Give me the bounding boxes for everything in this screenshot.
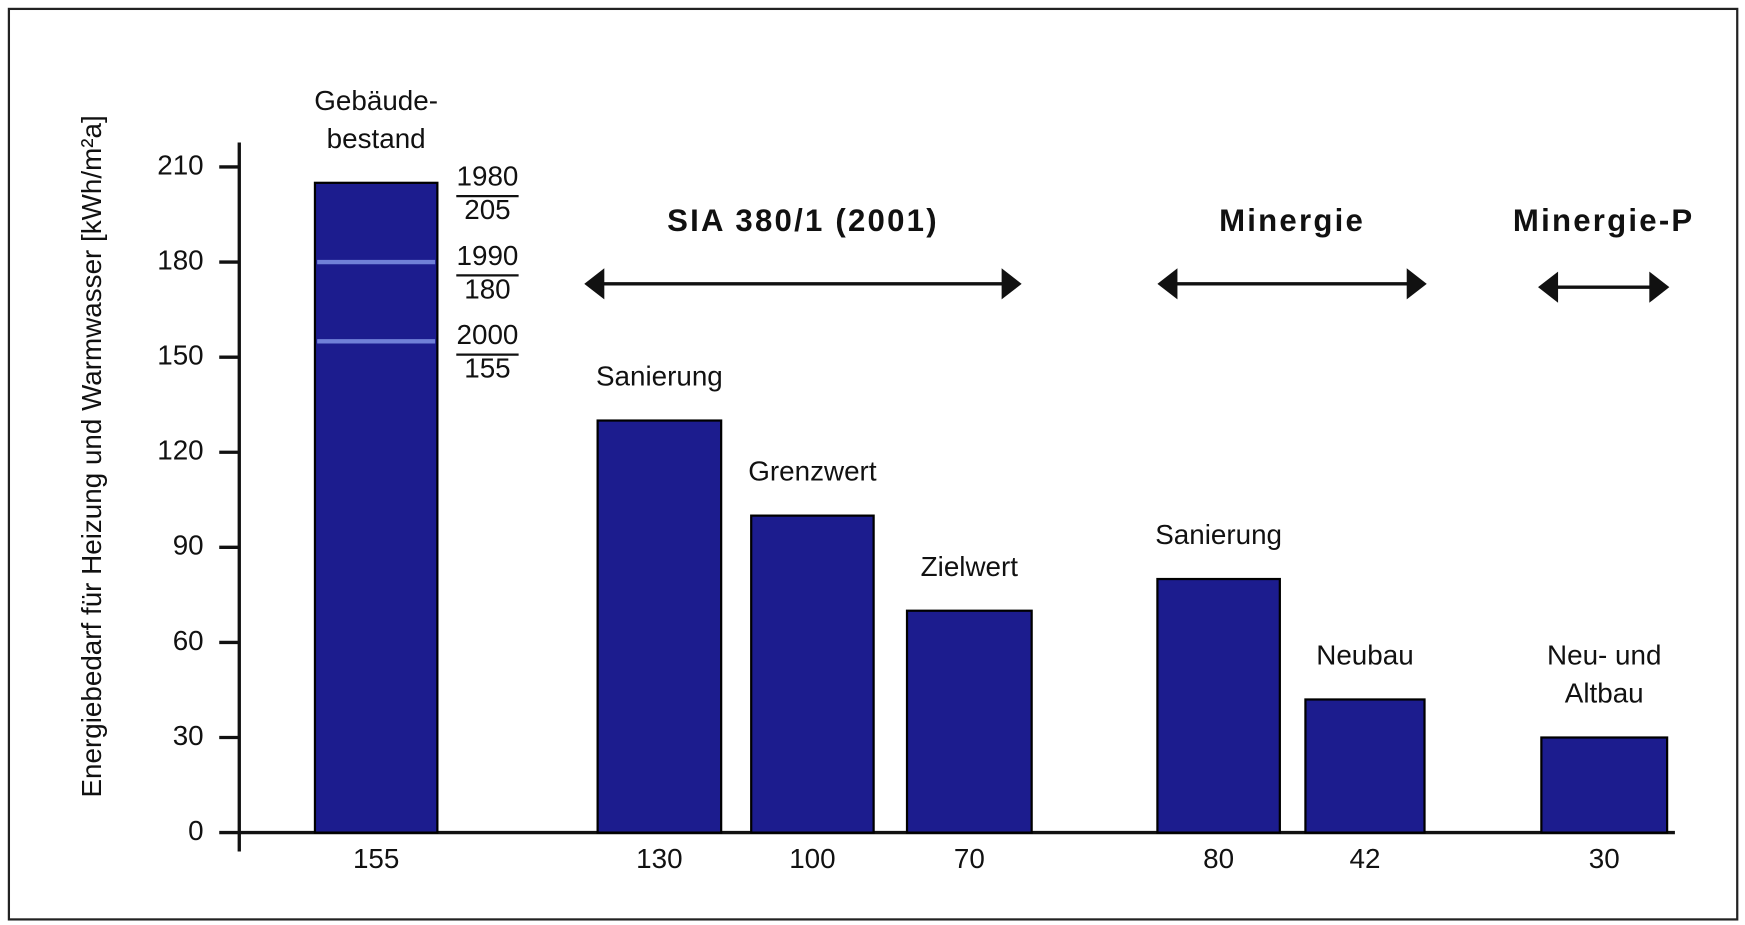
- y-tick-label: 120: [157, 435, 203, 466]
- y-tick-label: 30: [173, 720, 204, 751]
- x-tick-label: 155: [353, 843, 399, 874]
- period-year: 1990: [457, 240, 519, 271]
- x-tick-label: 70: [954, 843, 985, 874]
- arrow-head: [1001, 268, 1022, 300]
- x-tick-label: 30: [1589, 843, 1620, 874]
- period-year: 2000: [457, 319, 519, 350]
- y-axis-title: Energiebedarf für Heizung und Warmwasser…: [76, 115, 107, 797]
- arrow-head: [1406, 268, 1427, 300]
- bar-label: Zielwert: [921, 551, 1019, 582]
- x-tick-label: 100: [789, 843, 835, 874]
- group-title: Minergie: [1219, 203, 1365, 238]
- bar-label: Sanierung: [596, 361, 723, 392]
- bar-label: Altbau: [1565, 678, 1644, 709]
- bar: [1304, 698, 1426, 834]
- period-value: 180: [464, 273, 510, 304]
- bar: [750, 514, 875, 834]
- y-tick-label: 60: [173, 625, 204, 656]
- bar-label: bestand: [327, 123, 426, 154]
- frame: [7, 7, 1739, 921]
- bar-label: Grenzwert: [748, 456, 877, 487]
- arrow-head: [1538, 271, 1559, 303]
- bar: [596, 419, 723, 834]
- bar: [1156, 577, 1281, 834]
- group-title: Minergie-P: [1513, 203, 1695, 238]
- bar-label: Gebäude-: [314, 85, 438, 116]
- x-tick-label: 80: [1203, 843, 1234, 874]
- chart-body: Energiebedarf für Heizung und Warmwasser…: [7, 7, 1739, 921]
- y-tick-label: 210: [157, 149, 203, 180]
- bar-label: Neu- und: [1547, 640, 1661, 671]
- arrow-head: [1649, 271, 1670, 303]
- bar: [1540, 736, 1669, 834]
- bar-label: Neubau: [1316, 640, 1413, 671]
- x-tick-label: 42: [1350, 843, 1381, 874]
- arrow-head: [584, 268, 605, 300]
- arrow-head: [1157, 268, 1178, 300]
- period-value: 155: [464, 353, 510, 384]
- bar-label: Sanierung: [1155, 519, 1282, 550]
- y-tick-label: 180: [157, 244, 203, 275]
- period-value: 205: [464, 194, 510, 225]
- y-tick-label: 0: [188, 815, 203, 846]
- y-tick-label: 150: [157, 339, 203, 370]
- group-title: SIA 380/1 (2001): [667, 203, 939, 238]
- period-year: 1980: [457, 161, 519, 192]
- bar: [313, 181, 439, 834]
- bar: [905, 609, 1033, 834]
- y-tick-label: 90: [173, 530, 204, 561]
- x-tick-label: 130: [636, 843, 682, 874]
